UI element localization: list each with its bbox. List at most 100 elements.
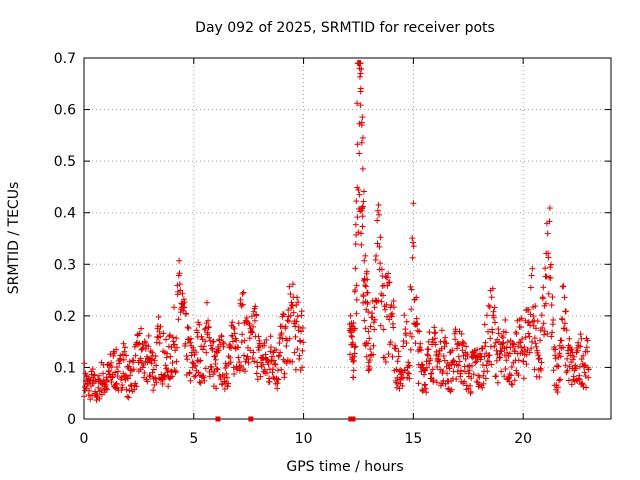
data-point	[197, 380, 204, 387]
data-point	[127, 372, 134, 379]
data-point	[179, 290, 186, 297]
data-point	[360, 293, 367, 300]
data-point	[244, 353, 251, 360]
data-point	[455, 340, 462, 347]
data-point	[145, 332, 152, 339]
data-point	[515, 343, 522, 350]
data-point	[96, 372, 103, 379]
data-point	[348, 332, 355, 339]
data-point	[111, 350, 118, 357]
data-point	[126, 387, 133, 394]
data-point	[503, 357, 510, 364]
data-point	[526, 349, 533, 356]
data-point	[503, 344, 510, 351]
data-point	[584, 337, 591, 344]
data-point	[567, 345, 574, 352]
data-point	[500, 334, 507, 341]
data-point	[246, 335, 253, 342]
data-point	[491, 304, 498, 311]
data-point	[519, 336, 526, 343]
data-point	[202, 365, 209, 372]
data-point	[470, 371, 477, 378]
data-point	[354, 214, 361, 221]
data-point	[577, 343, 584, 350]
data-point	[349, 339, 356, 346]
data-point	[108, 359, 115, 366]
data-points	[81, 60, 592, 422]
data-point	[294, 345, 301, 352]
data-point	[552, 352, 559, 359]
data-point	[554, 362, 561, 369]
data-point	[357, 60, 364, 67]
data-point	[504, 339, 511, 346]
data-point	[482, 339, 489, 346]
data-point	[238, 362, 245, 369]
data-point	[217, 376, 224, 383]
data-point	[502, 316, 509, 323]
data-point	[517, 339, 524, 346]
data-point	[461, 378, 468, 385]
data-point	[418, 347, 425, 354]
data-point	[408, 333, 415, 340]
data-point	[199, 346, 206, 353]
data-point	[293, 318, 300, 325]
data-point	[409, 254, 416, 261]
data-point	[373, 252, 380, 259]
data-point	[187, 339, 194, 346]
data-point	[426, 329, 433, 336]
data-point	[430, 377, 437, 384]
data-point	[569, 356, 576, 363]
data-point	[509, 344, 516, 351]
data-point	[166, 333, 173, 340]
data-point	[191, 351, 198, 358]
data-point	[410, 239, 417, 246]
data-point	[421, 382, 428, 389]
data-point	[528, 345, 535, 352]
data-point	[212, 353, 219, 360]
data-point	[255, 347, 262, 354]
data-point	[124, 393, 131, 400]
data-point	[523, 361, 530, 368]
data-point	[410, 243, 417, 250]
data-point	[161, 373, 168, 380]
data-point	[357, 70, 364, 77]
data-point	[539, 324, 546, 331]
data-point	[543, 273, 550, 280]
data-point	[466, 367, 473, 374]
data-point	[269, 366, 276, 373]
data-point	[104, 386, 111, 393]
data-point	[187, 335, 194, 342]
data-point	[231, 330, 238, 337]
data-point	[464, 363, 471, 370]
data-point	[362, 282, 369, 289]
data-point	[483, 362, 490, 369]
data-point	[478, 382, 485, 389]
data-point	[145, 343, 152, 350]
data-point	[112, 369, 119, 376]
data-point	[359, 204, 366, 211]
data-point	[140, 362, 147, 369]
data-point	[359, 213, 366, 220]
data-point	[429, 366, 436, 373]
data-point	[280, 310, 287, 317]
data-point	[385, 279, 392, 286]
data-point	[347, 312, 354, 319]
data-point	[172, 368, 179, 375]
data-point	[164, 367, 171, 374]
data-point	[117, 376, 124, 383]
x-axis-label: GPS time / hours	[286, 459, 403, 475]
data-point	[425, 346, 432, 353]
data-point	[283, 343, 290, 350]
data-point	[89, 366, 96, 373]
data-point	[547, 264, 554, 271]
data-point	[419, 362, 426, 369]
data-point	[284, 317, 291, 324]
data-point	[526, 333, 533, 340]
data-point	[395, 348, 402, 355]
data-point	[442, 334, 449, 341]
data-point	[165, 343, 172, 350]
data-point	[357, 88, 364, 95]
data-point	[167, 374, 174, 381]
data-point	[221, 386, 228, 393]
data-point	[505, 353, 512, 360]
